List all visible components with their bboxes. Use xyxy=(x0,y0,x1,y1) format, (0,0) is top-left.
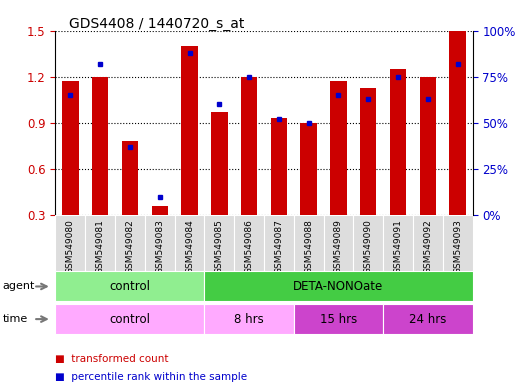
Bar xyxy=(300,123,317,215)
Bar xyxy=(413,215,443,271)
Bar xyxy=(234,215,264,271)
Text: GSM549083: GSM549083 xyxy=(155,220,164,275)
Bar xyxy=(55,215,85,271)
Bar xyxy=(55,304,204,334)
Bar xyxy=(204,215,234,271)
Bar xyxy=(443,215,473,271)
Bar xyxy=(55,271,204,301)
Text: time: time xyxy=(3,314,28,324)
Text: GDS4408 / 1440720_s_at: GDS4408 / 1440720_s_at xyxy=(69,17,244,31)
Bar xyxy=(204,271,473,301)
Bar xyxy=(92,77,108,215)
Bar xyxy=(145,215,175,271)
Text: GSM549082: GSM549082 xyxy=(126,220,135,274)
Bar xyxy=(271,118,287,215)
Bar xyxy=(324,215,353,271)
Bar xyxy=(383,215,413,271)
Text: GSM549088: GSM549088 xyxy=(304,220,313,275)
Text: ■  percentile rank within the sample: ■ percentile rank within the sample xyxy=(55,372,248,382)
Text: GSM549093: GSM549093 xyxy=(453,220,462,275)
Text: 24 hrs: 24 hrs xyxy=(409,313,447,326)
Bar xyxy=(152,206,168,215)
Bar xyxy=(449,31,466,215)
Bar xyxy=(62,81,79,215)
Text: GSM549085: GSM549085 xyxy=(215,220,224,275)
Text: GSM549084: GSM549084 xyxy=(185,220,194,274)
Bar xyxy=(383,304,473,334)
Bar xyxy=(294,304,383,334)
Text: 15 hrs: 15 hrs xyxy=(320,313,357,326)
Text: GSM549087: GSM549087 xyxy=(275,220,284,275)
Text: GSM549081: GSM549081 xyxy=(96,220,105,275)
Text: agent: agent xyxy=(3,281,35,291)
Bar xyxy=(85,215,115,271)
Bar xyxy=(294,215,324,271)
Bar xyxy=(390,69,406,215)
Bar xyxy=(115,215,145,271)
Bar xyxy=(122,141,138,215)
Text: control: control xyxy=(109,313,150,326)
Bar xyxy=(175,215,204,271)
Bar xyxy=(353,215,383,271)
Text: 8 hrs: 8 hrs xyxy=(234,313,264,326)
Text: GSM549092: GSM549092 xyxy=(423,220,432,274)
Bar xyxy=(181,46,197,215)
Bar xyxy=(264,215,294,271)
Bar xyxy=(360,88,376,215)
Text: DETA-NONOate: DETA-NONOate xyxy=(294,280,384,293)
Text: GSM549086: GSM549086 xyxy=(244,220,253,275)
Bar xyxy=(420,77,436,215)
Text: GSM549091: GSM549091 xyxy=(393,220,402,275)
Text: GSM549080: GSM549080 xyxy=(66,220,75,275)
Bar xyxy=(331,81,347,215)
Text: GSM549090: GSM549090 xyxy=(364,220,373,275)
Text: ■  transformed count: ■ transformed count xyxy=(55,354,169,364)
Text: GSM549089: GSM549089 xyxy=(334,220,343,275)
Bar xyxy=(241,77,257,215)
Bar xyxy=(211,112,228,215)
Text: control: control xyxy=(109,280,150,293)
Bar xyxy=(204,304,294,334)
